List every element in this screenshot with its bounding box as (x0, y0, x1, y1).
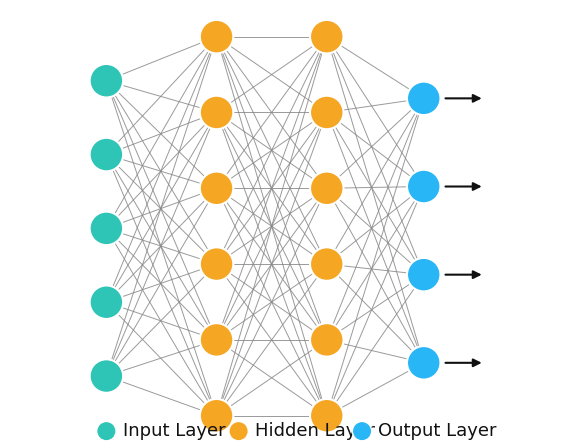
Circle shape (90, 212, 123, 245)
Circle shape (407, 258, 441, 291)
Text: Hidden Layer: Hidden Layer (255, 422, 375, 440)
Circle shape (407, 346, 441, 380)
Circle shape (200, 20, 233, 53)
Circle shape (200, 323, 233, 357)
Circle shape (310, 247, 343, 281)
Circle shape (352, 421, 372, 441)
Circle shape (310, 399, 343, 432)
Circle shape (90, 138, 123, 171)
Circle shape (200, 96, 233, 129)
Circle shape (310, 323, 343, 357)
Circle shape (310, 171, 343, 205)
Circle shape (310, 20, 343, 53)
Circle shape (90, 64, 123, 98)
Circle shape (97, 421, 116, 441)
Circle shape (90, 285, 123, 319)
Circle shape (90, 359, 123, 393)
Text: Output Layer: Output Layer (378, 422, 497, 440)
Circle shape (310, 96, 343, 129)
Circle shape (407, 170, 441, 203)
Circle shape (200, 171, 233, 205)
Text: Input Layer: Input Layer (122, 422, 225, 440)
Circle shape (407, 82, 441, 115)
Circle shape (200, 247, 233, 281)
Circle shape (200, 399, 233, 432)
Circle shape (229, 421, 248, 441)
